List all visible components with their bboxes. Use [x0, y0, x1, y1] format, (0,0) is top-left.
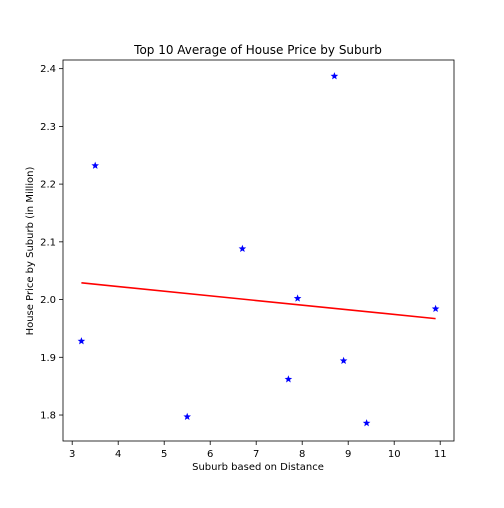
y-tick-label-3: 2.1	[40, 237, 56, 248]
x-tick-label-5: 8	[299, 449, 305, 460]
trend-line	[81, 282, 436, 320]
data-point-4	[284, 375, 293, 383]
data-point-1	[91, 161, 99, 169]
plot-frame	[62, 59, 455, 442]
x-tick-label-4: 7	[253, 449, 259, 460]
data-point-0	[77, 337, 86, 345]
data-point-9	[431, 304, 440, 313]
y-tick-label-0: 1.8	[40, 411, 56, 422]
x-tick-label-2: 5	[161, 449, 167, 460]
y-tick-label-5: 2.3	[40, 122, 56, 133]
y-axis-label: House Price by Suburb (in Million)	[25, 166, 36, 335]
x-tick-label-3: 6	[207, 449, 213, 460]
data-point-8	[362, 419, 371, 427]
x-tick-label-0: 3	[69, 449, 75, 460]
x-axis-label: Suburb based on Distance	[192, 462, 324, 473]
plot-area: 3 4 5 6 7 8 9 10 11 1.8 1.9 2.0 2.1 2.2 2.3 2.4	[40, 59, 455, 460]
x-tick-label-8: 11	[434, 449, 447, 460]
y-tick-label-1: 1.9	[40, 353, 56, 364]
data-point-5	[293, 294, 302, 302]
data-point-3	[238, 244, 247, 252]
data-point-6	[330, 72, 339, 80]
x-tick-label-1: 4	[115, 449, 121, 460]
y-tick-label-2: 2.0	[40, 295, 56, 306]
chart-title: Top 10 Average of House Price by Suburb	[133, 43, 382, 57]
x-tick-label-6: 9	[345, 449, 351, 460]
y-tick-label-6: 2.4	[40, 64, 56, 75]
data-point-2	[183, 412, 191, 420]
data-point-7	[339, 356, 348, 364]
x-tick-label-7: 10	[388, 449, 401, 460]
y-tick-label-4: 2.2	[40, 180, 56, 191]
